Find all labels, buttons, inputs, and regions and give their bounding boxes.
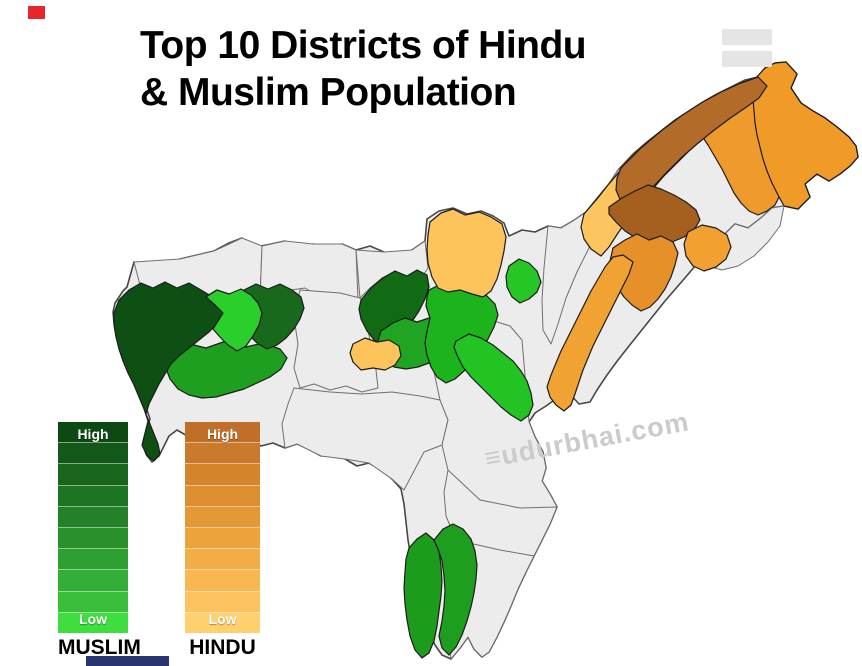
district-hindu-jorhat: [546, 254, 634, 412]
hindu-legend-high-label: High: [206, 426, 239, 442]
district-hindu-small-mid: [683, 224, 732, 272]
hindu-legend-band: [185, 464, 260, 486]
hindu-legend-band: [185, 422, 260, 444]
district-hindu-sonitpur: [426, 208, 507, 298]
muslim-legend-band: [58, 549, 128, 571]
district-muslim-south-arm: [453, 333, 534, 422]
red-square-decoration: [28, 6, 45, 19]
hindu-legend-band: [185, 570, 260, 592]
page-title-line1: Top 10 Districts of Hindu: [140, 24, 587, 67]
district-grey-south-kamrup: [281, 387, 449, 491]
district-muslim-darrang: [358, 269, 430, 346]
muslim-legend-band: [58, 422, 128, 444]
hindu-legend-band: [185, 443, 260, 465]
navy-bar-decoration: [86, 656, 169, 666]
hindu-legend-caption: HINDU: [189, 636, 256, 659]
district-muslim-small-ne: [505, 258, 542, 304]
hindu-legend-band: [185, 485, 260, 507]
muslim-legend-band: [58, 528, 128, 550]
menu-icon-bar: [722, 29, 772, 45]
hindu-legend-bar: [185, 422, 260, 634]
hindu-legend-band: [185, 591, 260, 613]
muslim-legend-band: [58, 443, 128, 465]
hindu-legend-band: [185, 612, 260, 634]
hindu-legend-band: [185, 549, 260, 571]
district-muslim-hailakandi: [433, 523, 478, 656]
hindu-legend-low-label: Low: [208, 611, 237, 627]
muslim-legend-caption: MUSLIM: [58, 636, 141, 659]
muslim-legend-low-label: Low: [79, 611, 107, 627]
page-title-line2: & Muslim Population: [140, 71, 517, 114]
muslim-legend-bar: [58, 422, 128, 634]
assam-map-districts: [112, 61, 859, 660]
district-hindu-tinsukia: [752, 61, 859, 210]
muslim-legend-band: [58, 591, 128, 613]
muslim-legend-band: [58, 485, 128, 507]
muslim-legend-band: [58, 464, 128, 486]
district-muslim-bright-west: [205, 288, 263, 352]
muslim-legend-band: [58, 612, 128, 634]
hindu-legend-band: [185, 528, 260, 550]
menu-icon-bar: [722, 51, 772, 67]
page-title: Top 10 Districts of Hindu & Muslim Popul…: [140, 22, 587, 116]
menu-icon: [722, 29, 772, 73]
district-hindu-small-west: [349, 337, 402, 371]
muslim-legend: High Low MUSLIM: [58, 422, 141, 660]
district-muslim-dhubri: [113, 281, 226, 462]
muslim-legend-band: [58, 506, 128, 529]
muslim-legend-band: [58, 570, 128, 592]
muslim-legend-high-label: High: [77, 426, 109, 442]
hindu-legend-band: [185, 506, 260, 529]
hindu-legend: High Low HINDU: [185, 422, 260, 660]
